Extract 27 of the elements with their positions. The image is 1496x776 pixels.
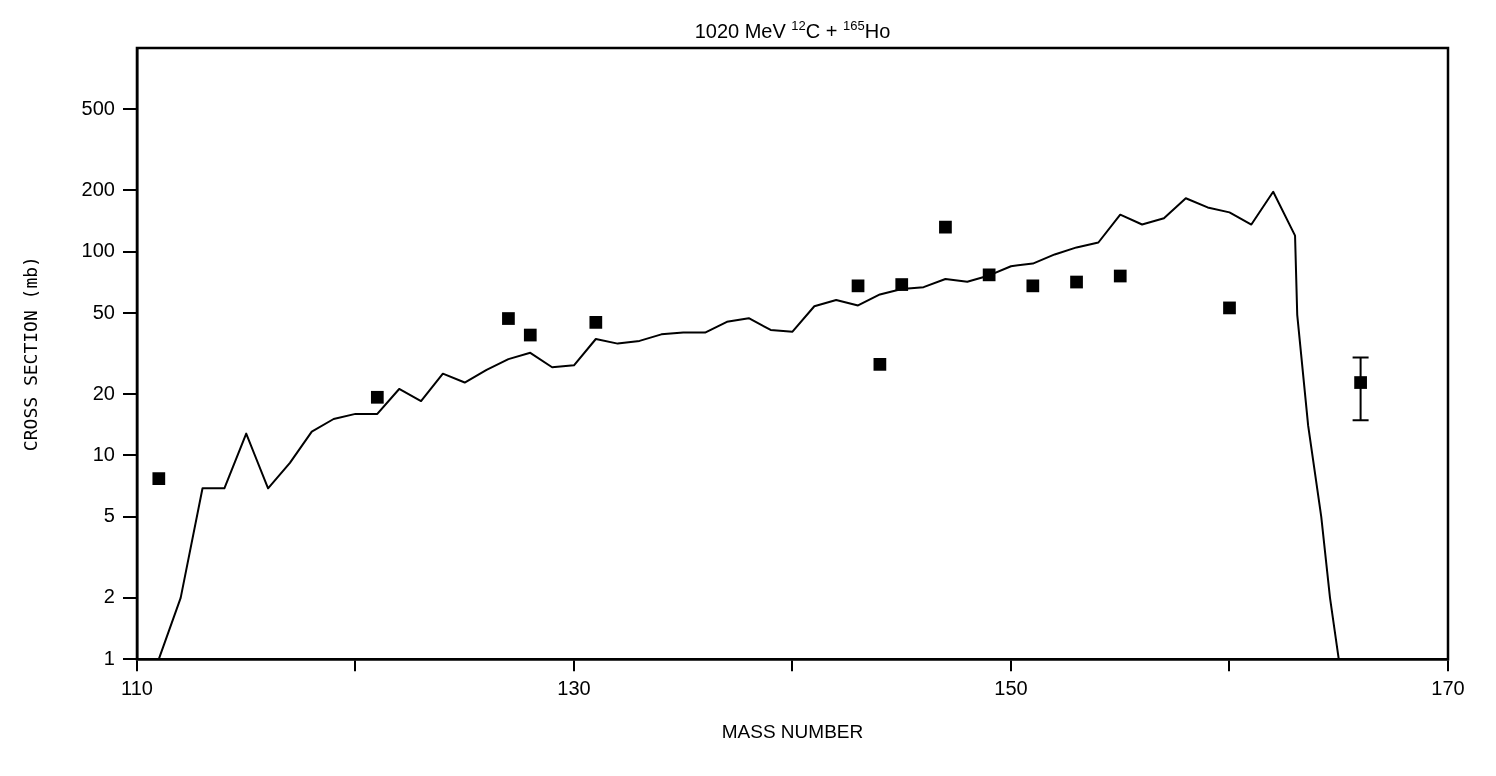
point: [1026, 279, 1040, 293]
y-tick-label: 500: [81, 96, 115, 119]
y-tick-label: 200: [81, 177, 115, 200]
point: [873, 358, 887, 371]
x-tick-label: 130: [557, 676, 591, 699]
y-tick-label: 100: [81, 239, 115, 262]
y-tick-label: 50: [92, 300, 115, 323]
x-axis-title: MASS NUMBER: [721, 720, 864, 742]
point: [589, 316, 603, 329]
point: [523, 328, 537, 342]
point: [1070, 275, 1083, 289]
point: [939, 220, 952, 234]
point: [1113, 269, 1127, 283]
y-tick-label: 20: [92, 381, 115, 404]
x-tick-label: 170: [1431, 676, 1465, 699]
point: [851, 279, 865, 293]
point: [152, 472, 166, 485]
y-tick-label: 2: [103, 585, 115, 608]
point: [502, 312, 515, 325]
y-axis-title: CROSS SECTION (mb): [20, 256, 42, 452]
y-tick-label: 10: [92, 442, 115, 465]
y-tick-label: 5: [103, 504, 115, 527]
y-tick-label: 1: [103, 646, 115, 669]
point: [1223, 301, 1236, 315]
x-tick-label: 110: [121, 676, 153, 699]
x-tick-label: 150: [994, 676, 1028, 699]
point: [370, 390, 384, 404]
